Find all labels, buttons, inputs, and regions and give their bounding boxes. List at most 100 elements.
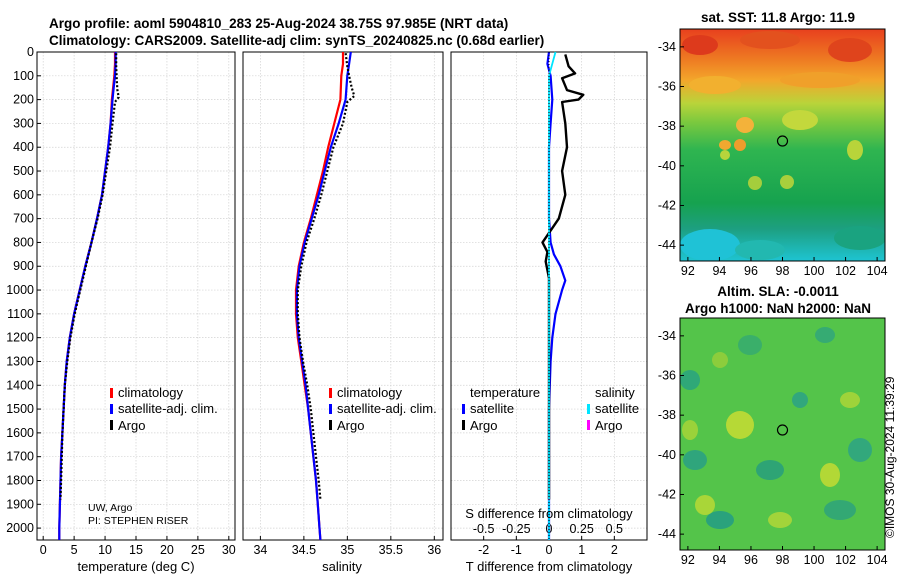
series-line-satellite-adj-clim- [295, 51, 352, 541]
map-y-tick-label: -38 [658, 119, 676, 133]
x-tick-label: 25 [191, 543, 205, 557]
map-y-tick-label: -34 [658, 329, 676, 343]
map-x-tick-label: 100 [804, 264, 825, 278]
temperature-panel: 0100200300400500600700800900100011001200… [6, 45, 236, 574]
map-x-tick-label: 94 [712, 553, 726, 567]
map-y-tick-label: -44 [658, 527, 676, 541]
y-tick-label: 1900 [6, 497, 34, 511]
x-tick-label: 35 [340, 543, 354, 557]
legend-label-t-argo: Argo [470, 418, 497, 433]
legend-swatch-climatology [329, 388, 332, 398]
difference-legend: temperature salinity satellite Argo sate… [462, 385, 639, 433]
legend-label-climatology: climatology [118, 385, 184, 400]
y-tick-label: 200 [13, 93, 34, 107]
legend-label-climatology: climatology [337, 385, 403, 400]
difference-xlabel-t: T difference from climatology [466, 559, 633, 574]
x-tick-label: 34 [253, 543, 267, 557]
x2-tick-label: -0.25 [502, 522, 531, 536]
x-tick-label: 1 [578, 543, 585, 557]
sla-map-subtitle: Argo h1000: NaN h2000: NaN [685, 301, 871, 316]
difference-xlabel-s: S difference from climatology [465, 506, 633, 521]
y-tick-label: 1300 [6, 354, 34, 368]
y-tick-label: 0 [27, 45, 34, 59]
legend-label-argo: Argo [118, 418, 145, 433]
map-x-tick-label: 96 [744, 553, 758, 567]
sla-map: Altim. SLA: -0.0011 Argo h1000: NaN h200… [658, 284, 888, 567]
x-tick-label: 0 [546, 543, 553, 557]
legend-swatch-s-argo [587, 420, 590, 430]
x-tick-label: 34.5 [292, 543, 316, 557]
x2-tick-label: 0.5 [606, 522, 623, 536]
y-tick-label: 1600 [6, 426, 34, 440]
salinity-legend: climatology satellite-adj. clim. Argo [329, 385, 437, 433]
y-tick-label: 700 [13, 212, 34, 226]
sla-argo-location-marker [776, 424, 789, 436]
map-x-tick-label: 102 [835, 553, 856, 567]
x2-tick-label: -0.5 [473, 522, 495, 536]
y-tick-label: 1200 [6, 331, 34, 345]
x-tick-label: -2 [478, 543, 489, 557]
figure-title-line2: Climatology: CARS2009. Satellite-adj cli… [49, 33, 544, 48]
x-tick-label: 30 [222, 543, 236, 557]
map-x-tick-label: 100 [804, 553, 825, 567]
sst-map-title: sat. SST: 11.8 Argo: 11.9 [701, 10, 855, 25]
x-tick-label: 20 [160, 543, 174, 557]
map-y-tick-label: -38 [658, 408, 676, 422]
y-tick-label: 1100 [7, 307, 34, 321]
series-line-argo [296, 53, 356, 500]
sla-map-title: Altim. SLA: -0.0011 [717, 284, 839, 299]
legend-header-temperature: temperature [470, 385, 540, 400]
legend-label-argo: Argo [337, 418, 364, 433]
legend-swatch-satellite [329, 404, 332, 414]
sla-features [680, 327, 872, 529]
map-x-tick-label: 102 [835, 264, 856, 278]
y-tick-label: 600 [13, 188, 34, 202]
legend-swatch-argo [110, 420, 113, 430]
y-tick-label: 100 [13, 69, 34, 83]
series-line-climatology [294, 52, 345, 541]
legend-label-t-satellite: satellite [470, 401, 514, 416]
legend-label-s-argo: Argo [595, 418, 622, 433]
map-y-tick-label: -42 [658, 198, 676, 212]
legend-label-satellite: satellite-adj. clim. [337, 401, 437, 416]
series-line-satellite-adj-clim- [58, 52, 117, 540]
x-tick-label: 5 [71, 543, 78, 557]
legend-label-satellite: satellite-adj. clim. [118, 401, 218, 416]
x-tick-label: 36 [427, 543, 441, 557]
y-tick-label: 1700 [6, 450, 34, 464]
x-tick-label: 10 [98, 543, 112, 557]
y-tick-label: 500 [13, 164, 34, 178]
figure-title-line1: Argo profile: aoml 5904810_283 25-Aug-20… [49, 16, 508, 31]
legend-swatch-t-satellite [462, 404, 465, 414]
salinity-xlabel: salinity [322, 559, 362, 574]
y-tick-label: 1800 [6, 473, 34, 487]
temperature-xlabel: temperature (deg C) [77, 559, 194, 574]
sst-argo-location-marker [776, 135, 789, 147]
map-y-tick-label: -40 [658, 448, 676, 462]
map-y-tick-label: -42 [658, 487, 676, 501]
series-line-climatology [58, 52, 117, 540]
map-y-tick-label: -44 [658, 238, 676, 252]
credit-institution: UW, Argo [88, 502, 133, 514]
y-tick-label: 1500 [6, 402, 34, 416]
x2-tick-label: 0.25 [569, 522, 593, 536]
x-tick-label: 15 [129, 543, 143, 557]
legend-swatch-argo [329, 420, 332, 430]
y-tick-label: 1000 [6, 283, 34, 297]
map-x-tick-label: 104 [867, 264, 888, 278]
series-line-argo [59, 53, 120, 500]
map-x-tick-label: 92 [681, 553, 695, 567]
series-line-t-satellite [546, 51, 567, 540]
legend-swatch-s-satellite [587, 404, 590, 414]
sst-features [680, 31, 885, 261]
y-tick-label: 300 [13, 116, 34, 130]
legend-label-s-satellite: satellite [595, 401, 639, 416]
x-tick-label: 0 [40, 543, 47, 557]
map-x-tick-label: 104 [867, 553, 888, 567]
series-line-t-argo [541, 54, 585, 500]
map-x-tick-label: 96 [744, 264, 758, 278]
legend-header-salinity: salinity [595, 385, 635, 400]
map-y-tick-label: -40 [658, 159, 676, 173]
